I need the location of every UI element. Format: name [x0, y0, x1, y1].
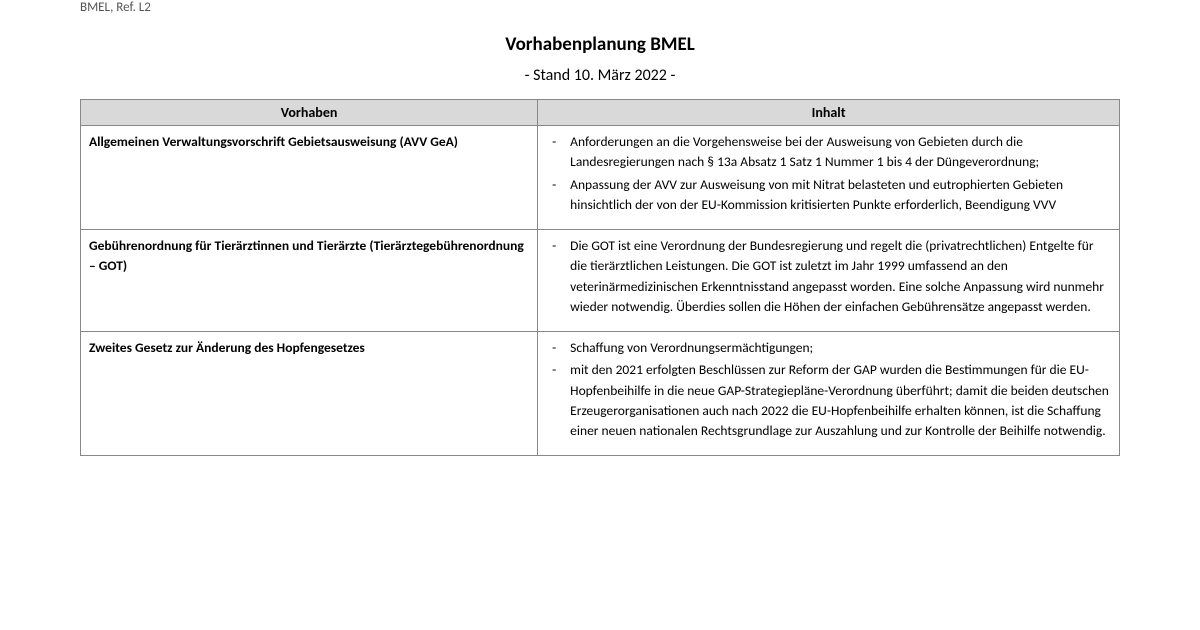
table-body: Allgemeinen Verwaltungsvorschrift Gebiet…	[81, 126, 1120, 456]
cell-inhalt: Schaffung von Verordnungsermächtigungen;…	[538, 332, 1120, 456]
cell-inhalt: Anforderungen an die Vorgehensweise bei …	[538, 126, 1120, 230]
cell-inhalt: Die GOT ist eine Verordnung der Bundesre…	[538, 230, 1120, 332]
inhalt-list: Anforderungen an die Vorgehensweise bei …	[546, 132, 1111, 215]
inhalt-list: Schaffung von Verordnungsermächtigungen;…	[546, 338, 1111, 441]
inhalt-item: Anforderungen an die Vorgehensweise bei …	[546, 132, 1111, 173]
table-row: Gebührenordnung für Tierärztinnen und Ti…	[81, 230, 1120, 332]
inhalt-item: Anpassung der AVV zur Ausweisung von mit…	[546, 175, 1111, 216]
cell-vorhaben: Zweites Gesetz zur Änderung des Hopfenge…	[81, 332, 538, 456]
table-row: Zweites Gesetz zur Änderung des Hopfenge…	[81, 332, 1120, 456]
inhalt-list: Die GOT ist eine Verordnung der Bundesre…	[546, 236, 1111, 317]
vorhaben-table: Vorhaben Inhalt Allgemeinen Verwaltungsv…	[80, 99, 1120, 456]
page-subtitle: - Stand 10. März 2022 -	[80, 66, 1120, 85]
table-row: Allgemeinen Verwaltungsvorschrift Gebiet…	[81, 126, 1120, 230]
header-reference: BMEL, Ref. L2	[80, 0, 1120, 15]
cell-vorhaben: Gebührenordnung für Tierärztinnen und Ti…	[81, 230, 538, 332]
page-title: Vorhabenplanung BMEL	[80, 33, 1120, 56]
table-header-row: Vorhaben Inhalt	[81, 100, 1120, 126]
inhalt-item: mit den 2021 erfolgten Beschlüssen zur R…	[546, 360, 1111, 441]
inhalt-item: Die GOT ist eine Verordnung der Bundesre…	[546, 236, 1111, 317]
cell-vorhaben: Allgemeinen Verwaltungsvorschrift Gebiet…	[81, 126, 538, 230]
inhalt-item: Schaffung von Verordnungsermächtigungen;	[546, 338, 1111, 358]
col-header-inhalt: Inhalt	[538, 100, 1120, 126]
col-header-vorhaben: Vorhaben	[81, 100, 538, 126]
